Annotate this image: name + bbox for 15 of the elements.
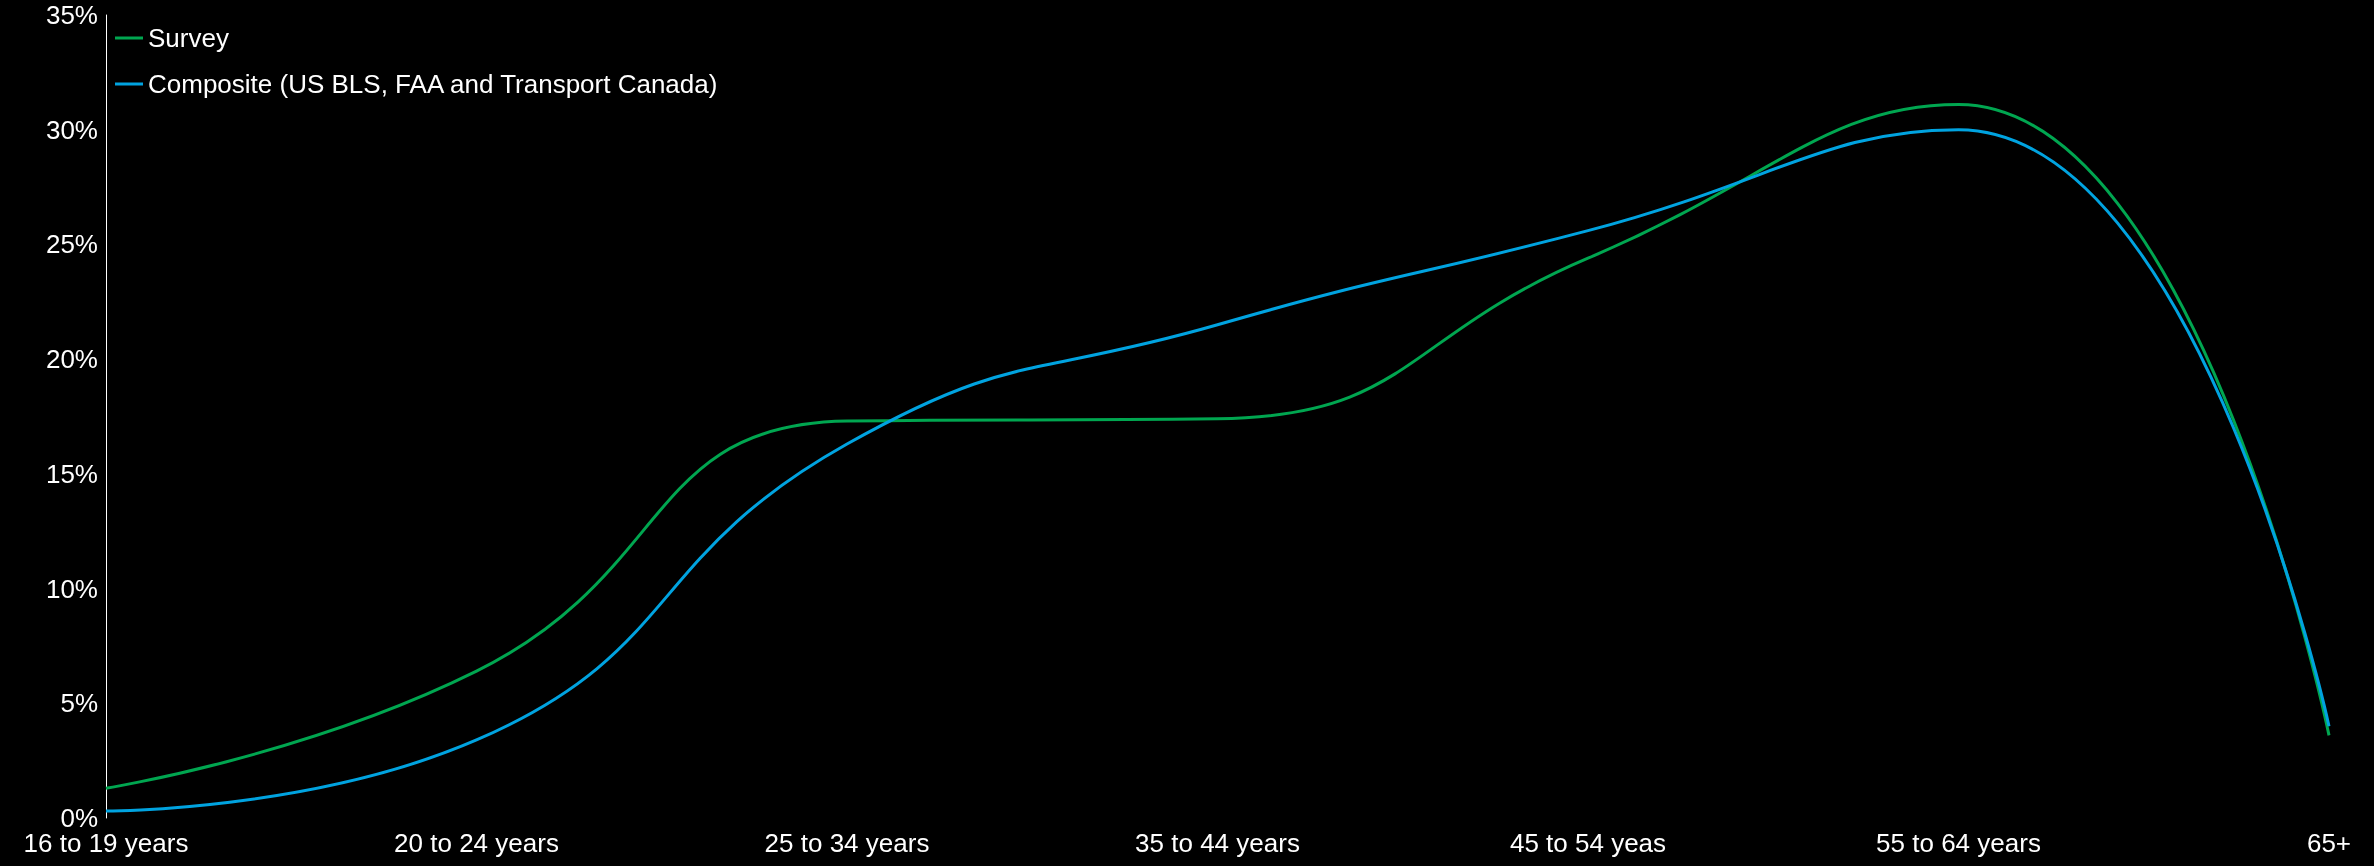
y-tick-label: 30% [45, 114, 98, 145]
y-tick-label: 10% [45, 573, 98, 604]
legend-label: Composite (US BLS, FAA and Transport Canada) [148, 69, 718, 99]
x-tick-label: 35 to 44 years [1135, 828, 1300, 858]
legend-label: Survey [148, 23, 229, 53]
x-tick-label: 20 to 24 years [394, 828, 559, 858]
x-tick-label: 45 to 54 yeas [1509, 828, 1667, 858]
y-tick-label: 35% [45, 0, 98, 30]
y-tick-label: 20% [45, 344, 98, 375]
x-tick-label: 55 to 64 years [1876, 828, 2041, 858]
y-tick-label: 5% [60, 688, 98, 719]
y-tick-label: 15% [45, 458, 98, 489]
x-tick-label: 25 to 34 years [764, 828, 930, 858]
x-tick-label: 65+ [2306, 828, 2352, 858]
y-tick-label: 25% [45, 229, 98, 260]
